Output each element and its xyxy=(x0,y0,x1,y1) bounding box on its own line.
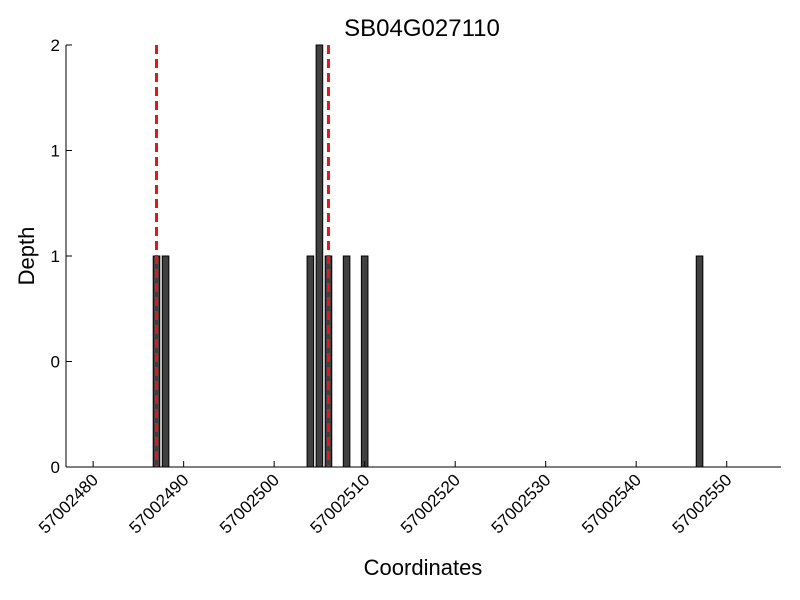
bar xyxy=(161,255,170,468)
bar xyxy=(315,44,324,468)
x-tick-label: 57002500 xyxy=(216,470,283,537)
y-tick-label: 2 xyxy=(51,36,60,55)
bar xyxy=(695,255,704,468)
y-tick-label: 0 xyxy=(51,458,60,477)
y-tick-label: 1 xyxy=(51,142,60,161)
x-tick-label: 57002480 xyxy=(35,470,102,537)
x-tick-label: 57002530 xyxy=(488,470,555,537)
y-tick-label: 1 xyxy=(51,247,60,266)
chart-title: SB04G027110 xyxy=(344,15,500,42)
x-axis-label: Coordinates xyxy=(364,555,483,580)
x-tick-label: 57002550 xyxy=(669,470,736,537)
bar xyxy=(360,255,369,468)
y-axis-label: Depth xyxy=(14,227,39,286)
x-tick-label: 57002510 xyxy=(307,470,374,537)
plot-area xyxy=(152,44,704,468)
bar xyxy=(342,255,351,468)
axes: 0 0 1 1 2 57002480 57002490 57002500 57002510 570… xyxy=(35,36,781,537)
bar xyxy=(306,255,315,468)
x-tick-label: 57002520 xyxy=(397,470,464,537)
x-tick-label: 57002490 xyxy=(126,470,193,537)
y-tick-label: 0 xyxy=(51,353,60,372)
x-tick-label: 57002540 xyxy=(578,470,645,537)
